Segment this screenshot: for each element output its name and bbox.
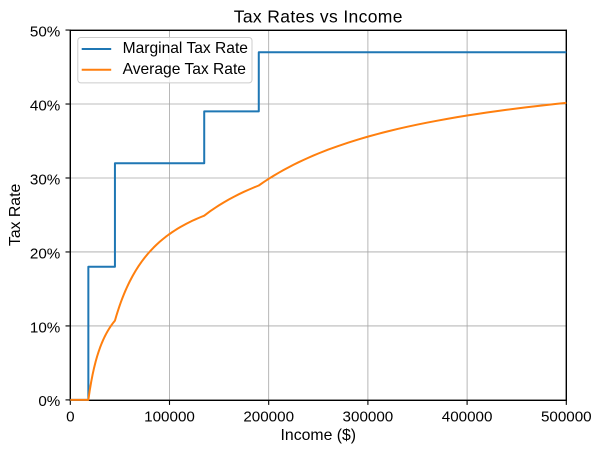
- svg-text:50%: 50%: [30, 23, 60, 40]
- svg-text:20%: 20%: [30, 245, 60, 262]
- svg-text:30%: 30%: [30, 171, 60, 188]
- svg-text:10%: 10%: [30, 319, 60, 336]
- svg-text:500000: 500000: [541, 408, 592, 425]
- svg-text:200000: 200000: [243, 408, 294, 425]
- svg-text:Income ($): Income ($): [281, 427, 357, 444]
- svg-text:Average Tax Rate: Average Tax Rate: [123, 61, 246, 78]
- svg-text:100000: 100000: [144, 408, 195, 425]
- svg-text:300000: 300000: [343, 408, 394, 425]
- svg-text:400000: 400000: [442, 408, 493, 425]
- svg-text:Tax Rates vs Income: Tax Rates vs Income: [234, 6, 403, 26]
- svg-text:0%: 0%: [38, 393, 60, 410]
- svg-text:Tax Rate: Tax Rate: [7, 184, 24, 247]
- svg-text:0: 0: [66, 408, 74, 425]
- svg-text:Marginal Tax Rate: Marginal Tax Rate: [123, 40, 248, 57]
- svg-text:40%: 40%: [30, 97, 60, 114]
